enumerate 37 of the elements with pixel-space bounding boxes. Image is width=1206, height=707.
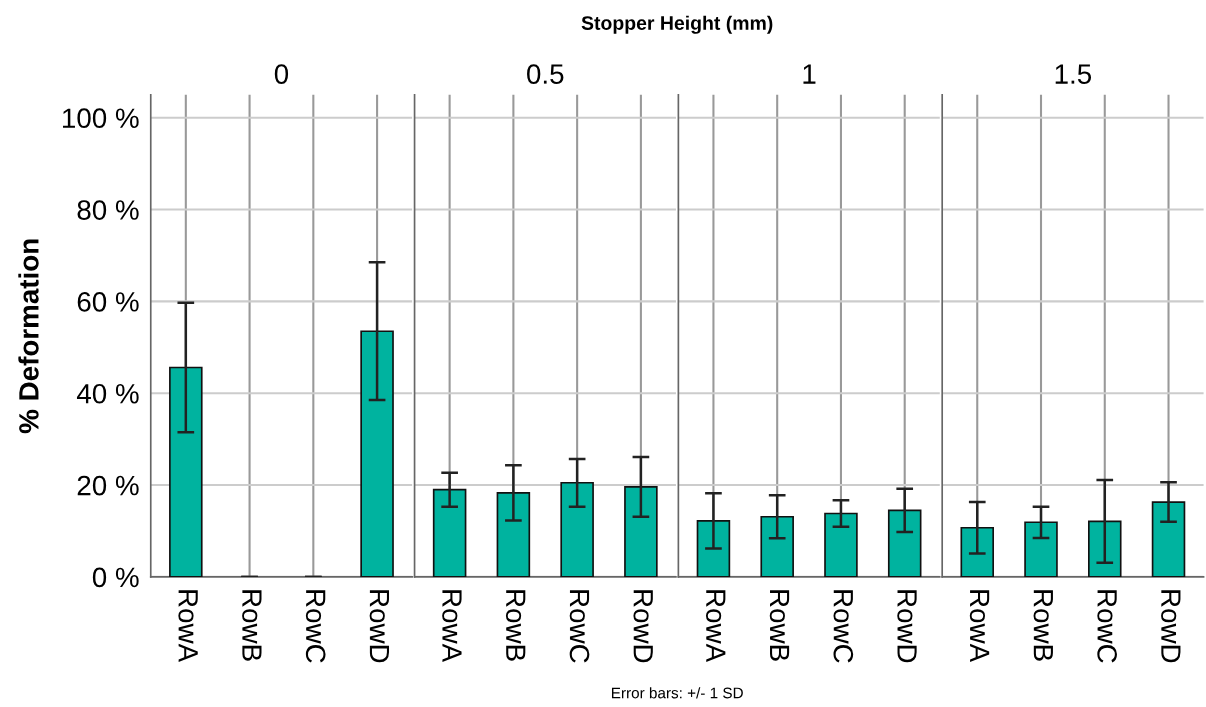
x-tick-label: RowD (897, 590, 917, 663)
x-tick-label: RowC (569, 590, 590, 663)
x-tick-label: RowD (1161, 590, 1181, 663)
x-tick-label: RowA (442, 590, 462, 663)
y-tick-label: 40 % (76, 383, 139, 404)
bar (1087, 520, 1122, 577)
chart-title: 1 (803, 64, 816, 84)
y-tick-label: 20 % (77, 475, 139, 496)
x-tick-label: RowB (769, 590, 790, 661)
x-tick-label: RowD (633, 590, 653, 663)
y-axis-title: % Deformation (18, 239, 39, 434)
x-tick-label: RowA (969, 590, 990, 663)
bar (960, 526, 995, 577)
chart-title: 0.5 (527, 64, 564, 84)
x-tick-label: RowA (705, 590, 726, 663)
text: Stopper Height (mm) (581, 15, 773, 34)
bar (824, 512, 858, 577)
y-tick-label: 80 % (77, 200, 139, 220)
x-tick-label: RowB (1033, 590, 1053, 661)
x-tick-label: RowD (369, 590, 390, 663)
y-tick-label: 60 % (77, 292, 139, 312)
chart-title: 1.5 (1055, 64, 1092, 84)
x-tick-label: RowA (178, 590, 198, 663)
y-tick-label: 0 % (92, 567, 139, 588)
x-tick-label: RowB (242, 590, 262, 661)
chart-title: 0 (274, 64, 289, 84)
bar (1151, 501, 1186, 577)
bar (1024, 521, 1058, 577)
text: Error bars: +/- 1 SD (611, 687, 743, 699)
x-tick-label: RowC (1097, 590, 1117, 663)
x-tick-label: RowC (305, 590, 326, 663)
bar (887, 509, 922, 577)
bar (696, 520, 731, 577)
x-tick-label: RowC (833, 590, 854, 663)
y-tick-label: 100 % (63, 108, 139, 129)
x-tick-label: RowB (505, 590, 526, 661)
bar (760, 515, 794, 577)
